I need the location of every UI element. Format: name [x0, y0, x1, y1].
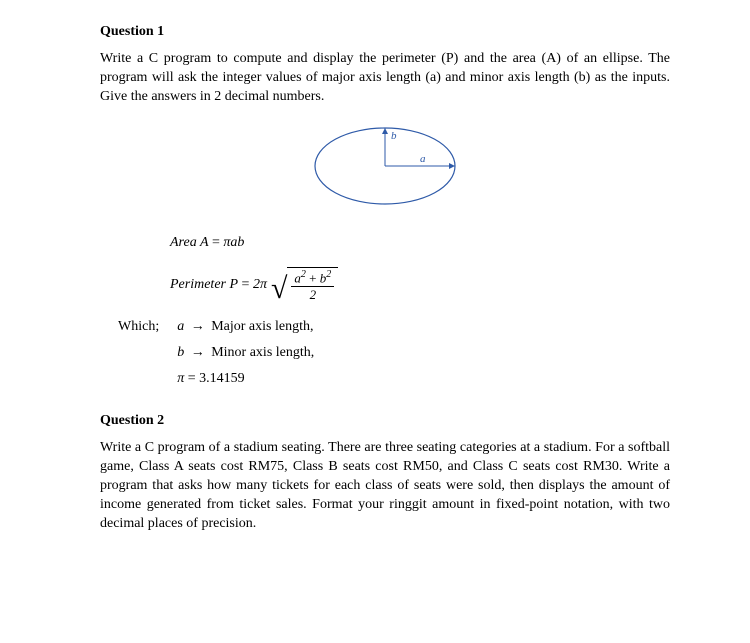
which-pi-val: 3.14159 — [199, 371, 245, 386]
sqrt-content: a2 + b2 2 — [287, 267, 338, 303]
arrow-icon: → — [188, 345, 208, 360]
ellipse-label-a: a — [420, 153, 426, 165]
arrow-icon: → — [188, 319, 208, 334]
perimeter-formula: Perimeter P = 2π √ a2 + b2 2 — [170, 267, 670, 303]
which-line-a: a → Major axis length, — [177, 319, 314, 335]
area-rhs: πab — [223, 235, 244, 251]
num-plus: + — [306, 270, 320, 285]
which-pi-eq: = — [184, 371, 199, 386]
arrowhead-a — [449, 163, 455, 169]
which-line-pi: π = 3.14159 — [177, 371, 314, 387]
perimeter-lhs: Perimeter P — [170, 277, 238, 293]
which-line-b: b → Minor axis length, — [177, 345, 314, 361]
fraction-numerator: a2 + b2 — [291, 269, 334, 287]
area-eq: = — [209, 235, 224, 251]
ellipse-label-b: b — [391, 130, 397, 142]
ellipse-svg: a b — [305, 121, 465, 211]
arrowhead-b — [382, 128, 388, 134]
sqrt-radical: √ — [271, 280, 287, 298]
fraction: a2 + b2 2 — [291, 269, 334, 303]
sqrt-expr: √ a2 + b2 2 — [271, 267, 338, 303]
which-a-sym: a — [177, 319, 184, 334]
which-label: Which; — [118, 319, 159, 387]
question1-body: Write a C program to compute and display… — [100, 50, 670, 107]
area-lhs: Area A — [170, 235, 209, 251]
question2-title: Question 2 — [100, 413, 670, 429]
perimeter-eq: = — [238, 277, 253, 293]
which-b-sym: b — [177, 345, 184, 360]
ellipse-figure: a b — [100, 121, 670, 211]
question2-body: Write a C program of a stadium seating. … — [100, 439, 670, 533]
area-formula: Area A = πab — [170, 235, 670, 251]
which-b-text: Minor axis length, — [211, 345, 314, 360]
formula-block: Area A = πab Perimeter P = 2π √ a2 + b2 … — [170, 235, 670, 303]
perimeter-coeff: 2π — [253, 277, 267, 293]
which-a-text: Major axis length, — [211, 319, 313, 334]
question1-title: Question 1 — [100, 24, 670, 40]
which-lines: a → Major axis length, b → Minor axis le… — [177, 319, 314, 387]
fraction-denominator: 2 — [307, 287, 320, 303]
which-block: Which; a → Major axis length, b → Minor … — [118, 319, 670, 387]
document: Question 1 Write a C program to compute … — [0, 0, 750, 567]
